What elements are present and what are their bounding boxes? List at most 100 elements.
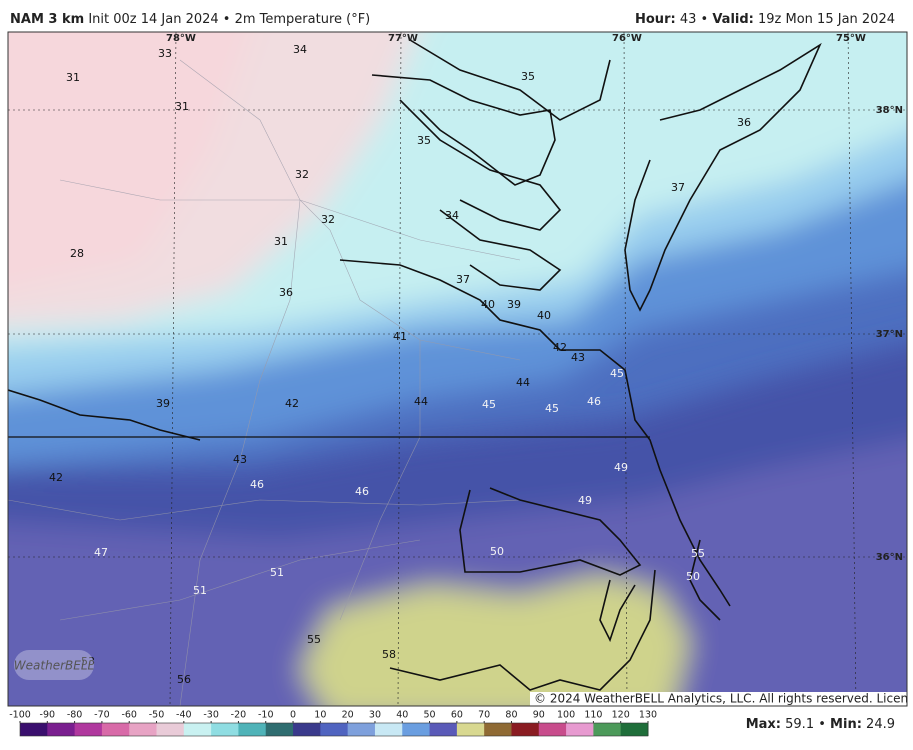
county-line — [59, 539, 421, 621]
colorbar-tick-label: -20 — [231, 710, 247, 721]
coastline — [399, 99, 562, 231]
temperature-label: 50 — [686, 570, 700, 583]
temperature-label: 46 — [355, 485, 369, 498]
colorbar-segment — [566, 723, 594, 736]
grid-label: 37°N — [876, 329, 903, 340]
temperature-label: 43 — [571, 351, 585, 364]
hour-label: Hour: — [635, 12, 676, 27]
temperature-label: 32 — [321, 213, 335, 226]
header-left: NAM 3 km Init 00z 14 Jan 2024 • 2m Tempe… — [10, 12, 370, 27]
temperature-label: 40 — [481, 298, 495, 311]
delmarva — [624, 42, 822, 312]
temperature-label: 28 — [70, 247, 84, 260]
valid-label: Valid: — [712, 12, 754, 27]
lon-line — [623, 32, 628, 706]
field-pink-deep — [8, 32, 250, 290]
temperature-label: 37 — [671, 181, 685, 194]
temperature-label: 34 — [293, 43, 307, 56]
temperature-label: 47 — [94, 546, 108, 559]
colorbar-tick-label: 60 — [451, 710, 463, 721]
temperature-labels: 33 34 35 31 31 36 35 32 37 34 32 31 28 37 36 40 39 40 41 42… — [49, 43, 751, 686]
sound-shore — [389, 569, 656, 691]
colorbar-segment — [293, 723, 321, 736]
max: 59.1 — [785, 717, 814, 732]
colorbar-segment — [20, 723, 48, 736]
temperature-label: 46 — [250, 478, 264, 491]
temperature-label: 42 — [553, 341, 567, 354]
colorbar-tick-label: 30 — [369, 710, 381, 721]
outer-banks — [689, 539, 721, 621]
min-label: Min: — [830, 717, 862, 732]
temperature-label: 39 — [507, 298, 521, 311]
colorbar-tick-label: 40 — [396, 710, 408, 721]
coastline — [439, 209, 562, 291]
temperature-label: 49 — [614, 461, 628, 474]
colorbar-segment — [211, 723, 239, 736]
logo: WeatherBELL — [14, 659, 94, 673]
colorbar-segment — [320, 723, 349, 736]
temperature-label: 36 — [737, 116, 751, 129]
grid-label: 38°N — [876, 105, 903, 116]
temperature-label: 44 — [414, 395, 428, 408]
separator: • — [818, 717, 826, 732]
colorbar-segment — [402, 723, 431, 736]
max-label: Max: — [746, 717, 781, 732]
footer: Max: 59.1 • Min: 24.9 — [746, 717, 895, 732]
copyright-box — [530, 692, 907, 706]
colorbar-segment — [347, 723, 376, 736]
coastlines — [8, 39, 822, 691]
colorbar-tick-label: -10 — [258, 710, 274, 721]
colorbar-tick-label: 120 — [612, 710, 630, 721]
colorbar-tick-label: 110 — [584, 710, 602, 721]
temperature-label: 45 — [482, 398, 496, 411]
temperature-label: 31 — [66, 71, 80, 84]
colorbar-tick-label: -100 — [9, 710, 31, 721]
field-yellow — [300, 575, 690, 706]
colorbar-segment — [429, 723, 458, 736]
colorbar-tick-label: 70 — [478, 710, 490, 721]
colorbar-segment — [620, 723, 649, 736]
header-right: Hour: 43 • Valid: 19z Mon 15 Jan 2024 — [635, 12, 895, 27]
colorbar-segment — [238, 723, 267, 736]
sound-shore — [599, 579, 636, 643]
temperature-label: 42 — [49, 471, 63, 484]
lon-line — [169, 32, 177, 706]
temperature-label: 43 — [233, 453, 247, 466]
colorbar-tick-label: -30 — [203, 710, 219, 721]
colorbar-segment — [47, 723, 76, 736]
colorbar-tick-label: 130 — [639, 710, 657, 721]
colorbar-tick-label: -50 — [149, 710, 165, 721]
colorbar-segment — [538, 723, 567, 736]
colorbar-tick-label: -80 — [67, 710, 83, 721]
temperature-label: 45 — [545, 402, 559, 415]
temperature-label: 55 — [307, 633, 321, 646]
county-lines — [8, 59, 521, 706]
colorbar-tick-label: 0 — [290, 710, 296, 721]
copyright: © 2024 WeatherBELL Analytics, LLC. All r… — [534, 692, 913, 706]
coastline — [8, 389, 201, 441]
temperature-label: 56 — [177, 673, 191, 686]
colorbar-tick-label: 10 — [314, 710, 326, 721]
temperature-label: 58 — [382, 648, 396, 661]
colorbar-segment — [74, 723, 103, 736]
description: Init 00z 14 Jan 2024 • 2m Temperature (°… — [88, 12, 370, 27]
colorbar-tick-label: -40 — [176, 710, 192, 721]
colorbar-tick-label: 90 — [533, 710, 545, 721]
colorbar-tick-label: 100 — [557, 710, 575, 721]
temperature-label: 35 — [521, 70, 535, 83]
grid-label: 36°N — [876, 552, 903, 563]
temperature-label: 46 — [587, 395, 601, 408]
graticule — [8, 32, 907, 706]
coastline — [371, 74, 556, 186]
colorbar: -100 -90 -80 -70 -60 -50 -40 -30 -20 -10 0 10 20 30 40… — [9, 710, 657, 737]
temperature-label: 33 — [158, 47, 172, 60]
colorbar-tick-label: -70 — [94, 710, 110, 721]
coastline — [339, 259, 731, 607]
coastline — [409, 39, 611, 121]
colorbar-segment — [374, 723, 403, 736]
temperature-label: 36 — [279, 286, 293, 299]
